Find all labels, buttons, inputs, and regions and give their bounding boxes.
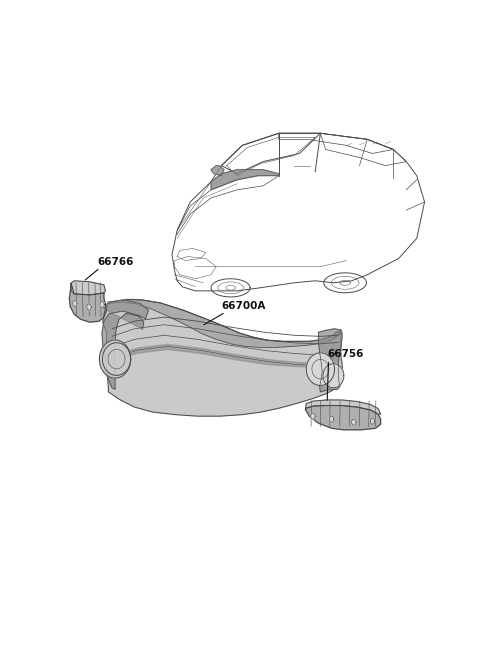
Polygon shape: [211, 170, 279, 190]
Text: 66756: 66756: [328, 348, 364, 359]
Polygon shape: [211, 165, 224, 176]
Polygon shape: [311, 413, 315, 419]
Polygon shape: [102, 300, 148, 390]
Polygon shape: [370, 418, 375, 424]
Polygon shape: [99, 340, 131, 378]
Polygon shape: [87, 304, 91, 310]
Text: 66766: 66766: [97, 256, 133, 266]
Polygon shape: [100, 302, 104, 308]
Polygon shape: [118, 344, 324, 367]
Polygon shape: [305, 400, 381, 414]
Polygon shape: [305, 405, 381, 430]
Text: 66700A: 66700A: [222, 301, 266, 311]
Polygon shape: [319, 329, 342, 392]
Polygon shape: [329, 416, 334, 422]
Polygon shape: [306, 353, 335, 386]
Polygon shape: [323, 363, 344, 388]
Polygon shape: [72, 300, 77, 306]
Polygon shape: [71, 281, 106, 295]
Polygon shape: [69, 283, 107, 322]
Polygon shape: [108, 299, 341, 348]
Polygon shape: [352, 419, 356, 425]
Polygon shape: [103, 299, 343, 416]
Polygon shape: [102, 342, 131, 375]
